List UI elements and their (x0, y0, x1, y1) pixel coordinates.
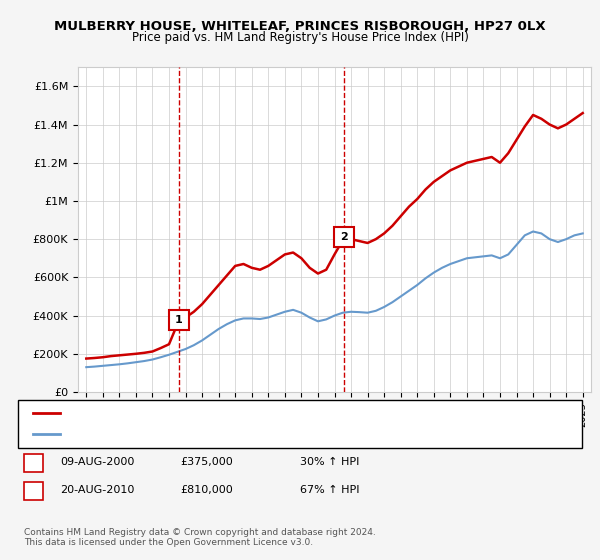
Text: £375,000: £375,000 (180, 457, 233, 467)
Text: Contains HM Land Registry data © Crown copyright and database right 2024.
This d: Contains HM Land Registry data © Crown c… (24, 528, 376, 547)
Text: 67% ↑ HPI: 67% ↑ HPI (300, 485, 359, 495)
Text: Price paid vs. HM Land Registry's House Price Index (HPI): Price paid vs. HM Land Registry's House … (131, 31, 469, 44)
Text: 2: 2 (30, 485, 37, 495)
Text: HPI: Average price, detached house, Buckinghamshire: HPI: Average price, detached house, Buck… (65, 429, 331, 439)
Text: MULBERRY HOUSE, WHITELEAF, PRINCES RISBOROUGH, HP27 0LX: MULBERRY HOUSE, WHITELEAF, PRINCES RISBO… (54, 20, 546, 32)
Text: 20-AUG-2010: 20-AUG-2010 (60, 485, 134, 495)
Text: 1: 1 (175, 315, 183, 325)
Text: 1: 1 (30, 457, 37, 467)
Text: 30% ↑ HPI: 30% ↑ HPI (300, 457, 359, 467)
Text: 09-AUG-2000: 09-AUG-2000 (60, 457, 134, 467)
Text: MULBERRY HOUSE, WHITELEAF, PRINCES RISBOROUGH, HP27 0LX (detached house): MULBERRY HOUSE, WHITELEAF, PRINCES RISBO… (65, 408, 478, 418)
Text: £810,000: £810,000 (180, 485, 233, 495)
Text: 2: 2 (341, 232, 349, 242)
